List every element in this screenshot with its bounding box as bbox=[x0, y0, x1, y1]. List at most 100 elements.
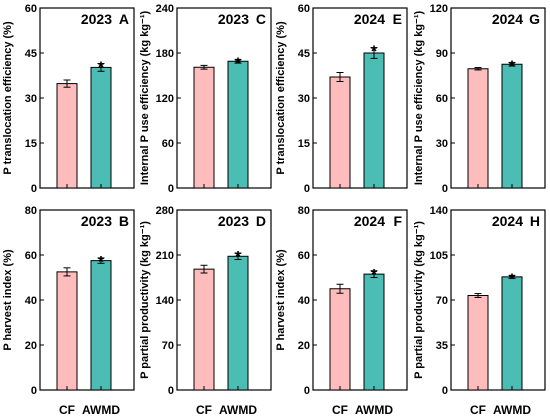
panel-d: 0 70 140 210 280 P partial productivity (kg k… bbox=[139, 205, 272, 417]
bar-awmd bbox=[363, 273, 385, 391]
panel-letter: B bbox=[119, 213, 129, 229]
y-tick-label: 180 bbox=[156, 48, 174, 60]
x-tick-label: CF bbox=[59, 403, 75, 417]
y-tick-label: 70 bbox=[162, 340, 174, 352]
y-tick-label: 15 bbox=[298, 138, 310, 150]
y-tick-label: 0 bbox=[304, 183, 310, 195]
y-tick-label: 0 bbox=[168, 183, 174, 195]
y-tick-label: 45 bbox=[25, 48, 37, 60]
y-tick-label: 40 bbox=[298, 295, 310, 307]
plot-frame bbox=[450, 209, 546, 391]
y-axis-label: P partial productivity (kg kg⁻¹) bbox=[413, 221, 425, 379]
x-tick-label: AWMD bbox=[219, 403, 257, 417]
y-tick-label: 15 bbox=[25, 138, 37, 150]
plot-frame bbox=[312, 7, 408, 189]
bar-awmd bbox=[363, 52, 385, 189]
y-tick-label: 45 bbox=[298, 48, 310, 60]
panel-letter: E bbox=[393, 11, 402, 27]
bar-cf bbox=[56, 271, 78, 391]
x-tick-label: AWMD bbox=[82, 403, 120, 417]
y-tick-label: 0 bbox=[31, 385, 37, 397]
panel-year: 2023 bbox=[218, 213, 249, 229]
significance-star: * bbox=[98, 254, 105, 271]
y-tick-label: 40 bbox=[25, 295, 37, 307]
y-axis-label: P harvest index (%) bbox=[2, 249, 14, 351]
plot-frame bbox=[39, 209, 135, 391]
bar-cf bbox=[329, 288, 351, 391]
panel-letter: C bbox=[256, 11, 266, 27]
plot-frame bbox=[176, 7, 272, 189]
y-tick-label: 80 bbox=[298, 205, 310, 217]
panel-year: 2024 bbox=[354, 11, 385, 27]
bar-awmd bbox=[90, 66, 112, 189]
y-tick-label: 140 bbox=[430, 205, 448, 217]
panel-b: 0 20 40 60 80 P harvest index (%) CF * AWMD 2023 B bbox=[2, 205, 135, 417]
bar-cf bbox=[467, 68, 489, 189]
panel-year: 2024 bbox=[492, 213, 523, 229]
significance-star: * bbox=[98, 60, 105, 77]
y-axis-label: P translocation efficiency (%) bbox=[2, 21, 14, 175]
y-tick-label: 80 bbox=[25, 205, 37, 217]
panel-g: 0 30 60 90 120 Internal P use efficiency (kg … bbox=[413, 3, 546, 195]
y-axis-label: P partial productivity (kg kg⁻¹) bbox=[139, 221, 151, 379]
y-tick-label: 240 bbox=[156, 3, 174, 15]
bar-cf bbox=[56, 83, 78, 189]
x-tick-label: AWMD bbox=[355, 403, 393, 417]
significance-star: * bbox=[371, 267, 378, 284]
bar-awmd bbox=[227, 60, 249, 189]
y-tick-label: 60 bbox=[436, 93, 448, 105]
x-tick-label: CF bbox=[196, 403, 212, 417]
y-tick-label: 140 bbox=[156, 295, 174, 307]
bar-cf bbox=[193, 268, 215, 391]
panel-a: 0 15 30 45 60 P translocation efficiency (%) *… bbox=[2, 3, 135, 195]
bar-awmd bbox=[501, 276, 523, 391]
significance-star: * bbox=[509, 271, 516, 288]
significance-star: * bbox=[235, 249, 242, 266]
bar-awmd bbox=[90, 260, 112, 391]
y-tick-label: 35 bbox=[436, 340, 448, 352]
y-tick-label: 280 bbox=[156, 205, 174, 217]
y-tick-label: 0 bbox=[442, 183, 448, 195]
y-tick-label: 60 bbox=[162, 138, 174, 150]
y-tick-label: 0 bbox=[442, 385, 448, 397]
bar-awmd bbox=[227, 255, 249, 391]
y-tick-label: 0 bbox=[168, 385, 174, 397]
significance-star: * bbox=[235, 55, 242, 72]
y-tick-label: 105 bbox=[430, 250, 448, 262]
y-tick-label: 30 bbox=[25, 93, 37, 105]
bar-awmd bbox=[501, 63, 523, 189]
panel-c: 0 60 120 180 240 Internal P use efficiency (k… bbox=[139, 3, 272, 195]
x-tick-label: CF bbox=[470, 403, 486, 417]
x-tick-label: AWMD bbox=[493, 403, 531, 417]
y-tick-label: 70 bbox=[436, 295, 448, 307]
y-tick-label: 60 bbox=[25, 3, 37, 15]
y-tick-label: 20 bbox=[298, 340, 310, 352]
panel-letter: A bbox=[119, 11, 129, 27]
panel-letter: G bbox=[529, 11, 540, 27]
bar-cf bbox=[467, 295, 489, 391]
panel-year: 2023 bbox=[81, 213, 112, 229]
plot-frame bbox=[176, 209, 272, 391]
y-tick-label: 30 bbox=[298, 93, 310, 105]
y-tick-label: 0 bbox=[31, 183, 37, 195]
y-tick-label: 120 bbox=[430, 3, 448, 15]
y-tick-label: 60 bbox=[298, 3, 310, 15]
y-tick-label: 60 bbox=[25, 250, 37, 262]
x-tick-label: CF bbox=[332, 403, 348, 417]
panel-letter: D bbox=[256, 213, 266, 229]
y-tick-label: 20 bbox=[25, 340, 37, 352]
y-tick-label: 60 bbox=[298, 250, 310, 262]
panel-f: 0 20 40 60 80 P harvest index (%) CF * AWMD 2024 F bbox=[275, 205, 408, 417]
panel-h: 0 35 70 105 140 P partial productivity (kg kg… bbox=[413, 205, 546, 417]
y-axis-label: P translocation efficiency (%) bbox=[275, 21, 287, 175]
bar-cf bbox=[329, 76, 351, 189]
y-tick-label: 120 bbox=[156, 93, 174, 105]
significance-star: * bbox=[509, 58, 516, 75]
panel-year: 2024 bbox=[492, 11, 523, 27]
significance-star: * bbox=[371, 44, 378, 61]
panel-letter: H bbox=[530, 213, 540, 229]
y-axis-label: Internal P use efficiency (kg kg⁻¹) bbox=[413, 11, 425, 186]
panel-e: 0 15 30 45 60 P translocation efficiency (%) *… bbox=[275, 3, 408, 195]
y-tick-label: 90 bbox=[436, 48, 448, 60]
